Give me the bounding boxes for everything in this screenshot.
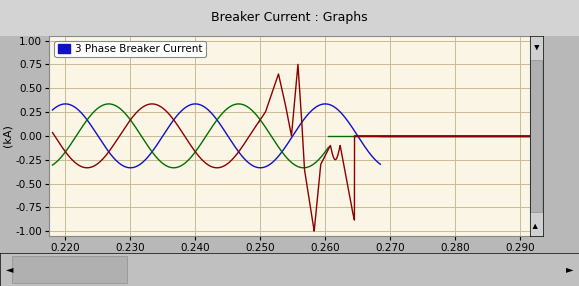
Text: ►: ► [566,265,573,275]
Text: Breaker Current : Graphs: Breaker Current : Graphs [211,11,368,24]
Y-axis label: (kA): (kA) [3,124,13,147]
Text: ▶: ▶ [533,44,539,49]
Bar [12,256,127,283]
Text: ▶: ▶ [533,223,539,228]
Text: ◄: ◄ [6,265,13,275]
Legend: 3 Phase Breaker Current: 3 Phase Breaker Current [54,41,206,57]
Bar [530,60,542,212]
X-axis label: sec: sec [280,254,299,264]
